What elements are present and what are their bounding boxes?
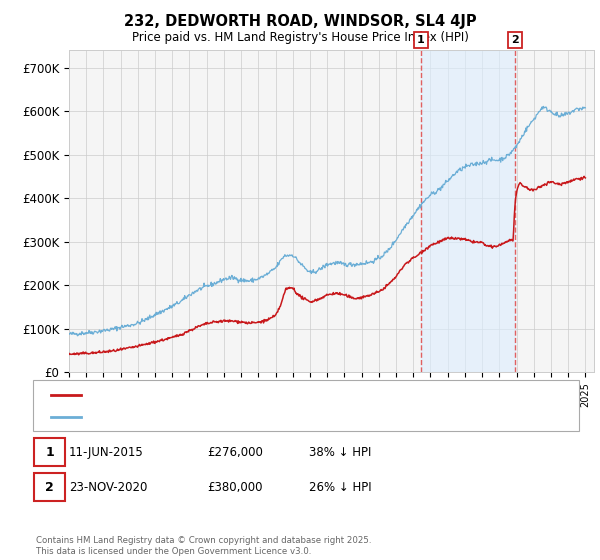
- Text: 232, DEDWORTH ROAD, WINDSOR, SL4 4JP: 232, DEDWORTH ROAD, WINDSOR, SL4 4JP: [124, 14, 476, 29]
- Text: 2: 2: [46, 480, 54, 494]
- Text: 26% ↓ HPI: 26% ↓ HPI: [309, 480, 371, 494]
- Text: 11-JUN-2015: 11-JUN-2015: [69, 446, 144, 459]
- Bar: [421, 50, 515, 372]
- Text: 1: 1: [417, 35, 425, 45]
- Text: 38% ↓ HPI: 38% ↓ HPI: [309, 446, 371, 459]
- Text: HPI: Average price, semi-detached house, Windsor and Maidenhead: HPI: Average price, semi-detached house,…: [87, 412, 441, 422]
- Text: 23-NOV-2020: 23-NOV-2020: [69, 480, 148, 494]
- Text: 232, DEDWORTH ROAD, WINDSOR, SL4 4JP (semi-detached house): 232, DEDWORTH ROAD, WINDSOR, SL4 4JP (se…: [87, 390, 434, 400]
- Text: £380,000: £380,000: [207, 480, 263, 494]
- Text: Contains HM Land Registry data © Crown copyright and database right 2025.
This d: Contains HM Land Registry data © Crown c…: [36, 536, 371, 556]
- Text: £276,000: £276,000: [207, 446, 263, 459]
- Text: Price paid vs. HM Land Registry's House Price Index (HPI): Price paid vs. HM Land Registry's House …: [131, 31, 469, 44]
- Text: 2: 2: [511, 35, 518, 45]
- Text: 1: 1: [46, 446, 54, 459]
